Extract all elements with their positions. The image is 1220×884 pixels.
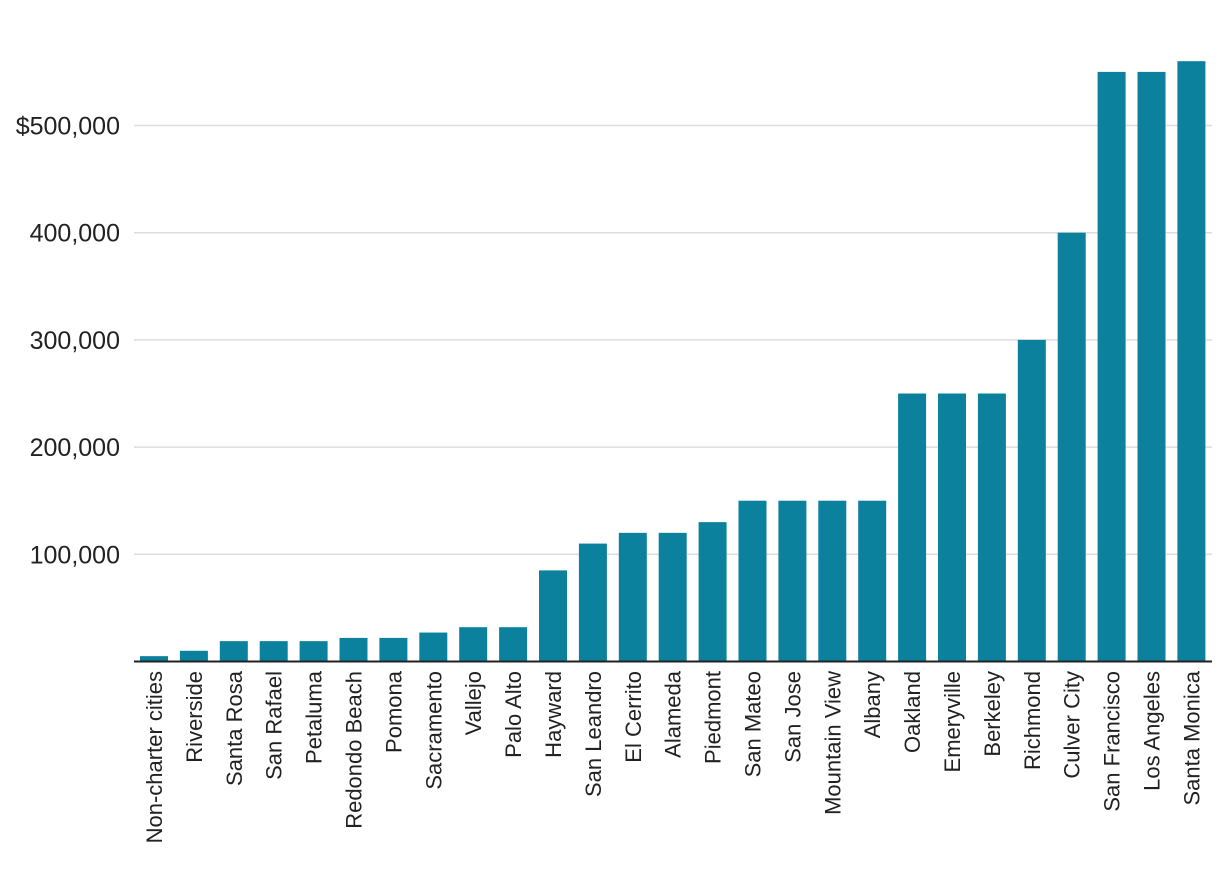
bar <box>1017 339 1046 662</box>
bar <box>658 532 687 662</box>
y-tick-label: 100,000 <box>30 541 120 569</box>
gridlines <box>134 124 1212 556</box>
bar <box>1137 71 1166 662</box>
x-tick-label: Non-charter cities <box>142 671 167 843</box>
x-tick-label: Emeryville <box>940 671 965 772</box>
x-tick-label: Riverside <box>182 671 207 763</box>
y-tick-label: $500,000 <box>16 113 120 141</box>
x-tick-label: Santa Monica <box>1179 670 1204 805</box>
x-tick-label: Sacramento <box>421 671 446 790</box>
x-tick-label: Hayward <box>541 671 566 758</box>
bar <box>738 500 767 662</box>
bar <box>539 570 567 662</box>
x-tick-label: Berkeley <box>980 671 1005 757</box>
bar <box>858 500 887 662</box>
bar <box>578 543 607 662</box>
x-tick-label: Santa Rosa <box>222 670 247 786</box>
bar <box>179 650 208 662</box>
x-tick-label: Mountain View <box>820 671 845 815</box>
bars <box>140 61 1206 662</box>
x-tick-label: Palo Alto <box>501 671 526 758</box>
x-tick-label: Culver City <box>1060 671 1085 779</box>
x-tick-label: Alameda <box>661 670 686 758</box>
x-tick-label: Petaluma <box>302 670 327 764</box>
x-tick-labels: Non-charter cities Riverside Santa Rosa San… <box>142 670 1204 843</box>
x-tick-label: San Rafael <box>262 671 287 780</box>
bar <box>1177 61 1206 662</box>
bar <box>140 656 168 662</box>
y-tick-label: 400,000 <box>30 220 120 248</box>
x-tick-label: Oakland <box>900 671 925 753</box>
x-tick-label: Redondo Beach <box>342 671 367 829</box>
x-tick-label: Vallejo <box>461 671 486 735</box>
bar <box>459 627 488 662</box>
x-tick-label: San Mateo <box>741 671 766 777</box>
x-tick-label: San Francisco <box>1100 671 1125 812</box>
x-tick-label: El Cerrito <box>621 671 646 763</box>
bar <box>219 641 248 662</box>
x-tick-label: San Leandro <box>581 671 606 797</box>
x-tick-label: San Jose <box>780 671 805 763</box>
bar <box>1057 232 1086 662</box>
bar <box>379 637 408 662</box>
x-tick-label: Piedmont <box>701 671 726 764</box>
bar <box>419 632 448 662</box>
bar <box>938 393 966 662</box>
bar <box>818 500 847 662</box>
y-tick-label: 300,000 <box>30 327 120 355</box>
bar <box>618 532 647 662</box>
x-tick-label: Los Angeles <box>1140 671 1165 791</box>
bar <box>499 627 528 662</box>
bar <box>898 393 927 662</box>
bar <box>339 637 368 662</box>
x-tick-label: Richmond <box>1020 671 1045 770</box>
bar <box>299 641 328 662</box>
y-tick-labels: 100,000 200,000 300,000 400,000 $500,000 <box>16 113 120 570</box>
bar <box>778 500 807 662</box>
bar <box>1097 71 1126 662</box>
x-tick-label: Pomona <box>381 670 406 753</box>
bar <box>698 522 727 662</box>
y-tick-label: 200,000 <box>30 434 120 462</box>
bar <box>977 393 1006 662</box>
bar <box>259 641 288 662</box>
x-tick-label: Albany <box>860 671 885 738</box>
